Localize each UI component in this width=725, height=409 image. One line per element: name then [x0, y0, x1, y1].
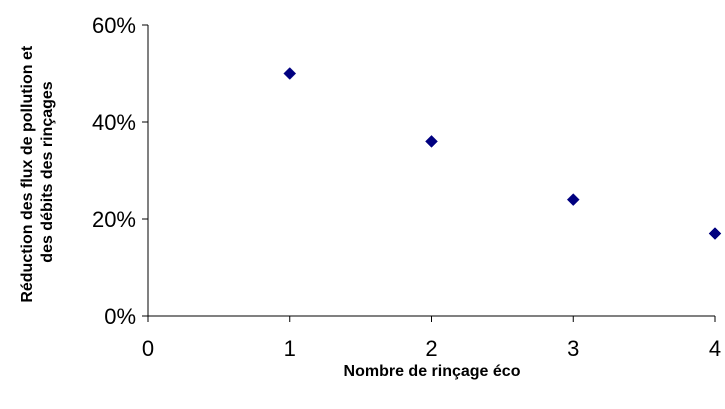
y-axis-title: Réduction des flux de pollution et des d… — [19, 41, 56, 302]
y-axis-title-line-1: Réduction des flux de pollution et — [19, 45, 36, 303]
y-tick-label: 40% — [92, 110, 136, 135]
data-point — [425, 135, 438, 148]
data-point — [283, 67, 297, 80]
x-tick-label: 4 — [709, 336, 721, 361]
x-axis-title: Nombre de rinçage éco — [344, 363, 521, 380]
axes — [147, 25, 715, 317]
x-tick-label: 2 — [425, 336, 437, 361]
data-point — [566, 193, 580, 206]
tick-labels: 0% 20% 40% 60% 0 1 2 3 4 — [92, 13, 721, 361]
x-tick-label: 0 — [142, 336, 154, 361]
tick-marks — [142, 24, 716, 322]
y-tick-label: 60% — [92, 13, 136, 38]
data-points — [283, 67, 722, 240]
x-tick-label: 3 — [567, 336, 579, 361]
y-tick-label: 0% — [104, 304, 136, 329]
y-axis-title-line-2: des débits des rinçages — [39, 81, 56, 263]
y-tick-label: 20% — [92, 207, 136, 232]
x-tick-label: 1 — [284, 336, 296, 361]
data-point — [708, 227, 722, 240]
